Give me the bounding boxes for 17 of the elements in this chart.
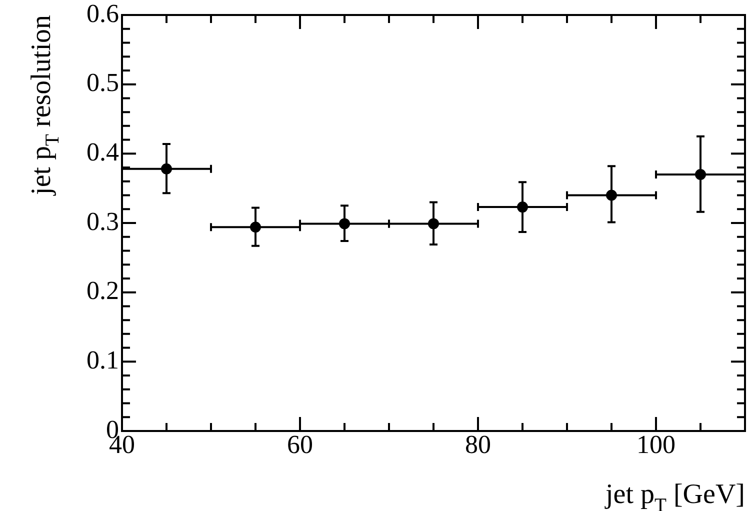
y-tick-label: 0.4 xyxy=(86,137,119,166)
y-tick-label: 0.3 xyxy=(86,206,119,236)
point xyxy=(339,218,350,230)
point xyxy=(695,168,706,180)
point xyxy=(606,190,617,201)
x-tick-label: 60 xyxy=(287,430,313,459)
y-tick-label: 0.2 xyxy=(86,276,119,306)
x-tick-label: 80 xyxy=(465,430,491,459)
y-tick-label: 0.1 xyxy=(86,345,119,374)
point xyxy=(428,218,439,230)
y-axis-title: jet pT resolution xyxy=(26,14,64,196)
x-tick-label: 100 xyxy=(636,430,676,459)
point xyxy=(250,222,261,233)
point xyxy=(517,202,528,213)
y-tick-label: 0.6 xyxy=(86,0,119,28)
y-tick-label: 0.5 xyxy=(86,68,119,98)
point xyxy=(161,163,172,174)
